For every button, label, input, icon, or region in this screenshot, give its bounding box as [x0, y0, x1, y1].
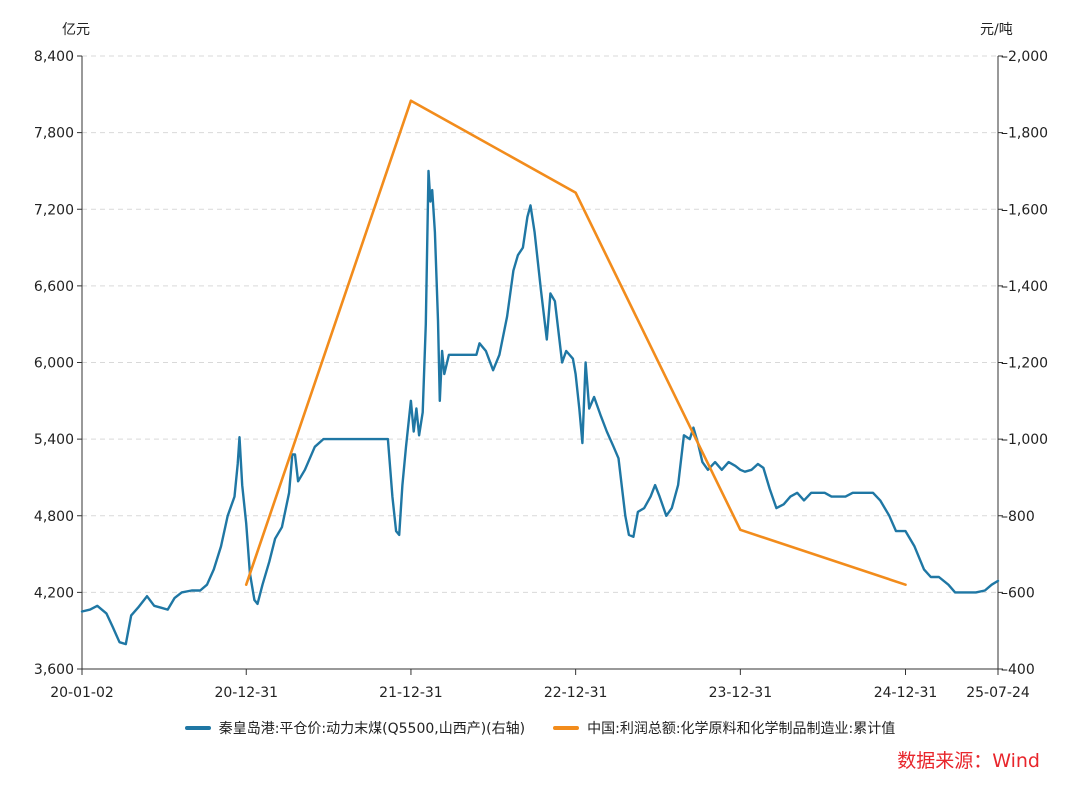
legend-item-chem-profit: 中国:利润总额:化学原料和化学制品制造业:累计值	[553, 718, 895, 738]
left-tick-label: 6,000	[34, 356, 74, 372]
x-tick-label: 24-12-31	[874, 685, 938, 701]
left-axis-ticks: 8,400 7,800 7,200 6,600 6,000 5,400 4,800 4,200…	[34, 49, 82, 678]
left-axis-unit: 亿元	[62, 22, 90, 38]
x-tick-label: 20-12-31	[214, 685, 278, 701]
x-tick-label: 21-12-31	[379, 685, 443, 701]
legend-label-coal-price: 秦皇岛港:平仓价:动力末煤(Q5500,山西产)(右轴)	[218, 721, 526, 737]
x-tick-label: 23-12-31	[709, 685, 773, 701]
right-tick-label: –1,000	[1001, 432, 1048, 448]
x-tick-label: 22-12-31	[544, 685, 608, 701]
legend-swatch-coal-price	[184, 726, 211, 730]
series-line-coal-price	[80, 169, 1000, 646]
right-tick-label: –1,600	[1001, 202, 1048, 218]
series-group	[80, 99, 1000, 646]
x-axis-ticks: 20-01-02 20-12-31 21-12-31 22-12-31 23-12-31…	[50, 669, 1030, 701]
left-tick-label: 3,600	[34, 662, 74, 678]
source-note: 数据来源：Wind	[897, 750, 1040, 772]
left-tick-label: 7,200	[34, 202, 74, 218]
legend-item-coal-price: 秦皇岛港:平仓价:动力末煤(Q5500,山西产)(右轴)	[184, 718, 526, 738]
series-line-chem-profit	[244, 99, 907, 587]
left-tick-label: 7,800	[34, 126, 74, 142]
left-tick-label: 8,400	[34, 49, 74, 65]
gridlines	[82, 55, 998, 593]
right-tick-label: –1,400	[1001, 279, 1048, 295]
x-tick-label: 25-07-24	[966, 685, 1030, 701]
right-tick-label: –2,000	[1001, 49, 1048, 65]
legend-swatch-chem-profit	[553, 726, 580, 730]
left-tick-label: 4,800	[34, 509, 74, 525]
left-tick-label: 5,400	[34, 432, 74, 448]
right-tick-label: –600	[1001, 585, 1035, 601]
left-tick-label: 4,200	[34, 585, 74, 601]
right-tick-label: –1,800	[1001, 126, 1048, 142]
legend-label-chem-profit: 中国:利润总额:化学原料和化学制品制造业:累计值	[587, 721, 896, 737]
right-tick-label: –400	[1001, 662, 1035, 678]
x-tick-label: 20-01-02	[50, 685, 114, 701]
left-tick-label: 6,600	[34, 279, 74, 295]
right-axis-unit: 元/吨	[980, 22, 1013, 38]
right-axis-ticks: –2,000 –1,800 –1,600 –1,400 –1,200 –1,000 –800…	[998, 49, 1048, 678]
legend: 秦皇岛港:平仓价:动力末煤(Q5500,山西产)(右轴) 中国:利润总额:化学原…	[0, 718, 1080, 738]
right-tick-label: –800	[1001, 509, 1035, 525]
right-tick-label: –1,200	[1001, 356, 1048, 372]
